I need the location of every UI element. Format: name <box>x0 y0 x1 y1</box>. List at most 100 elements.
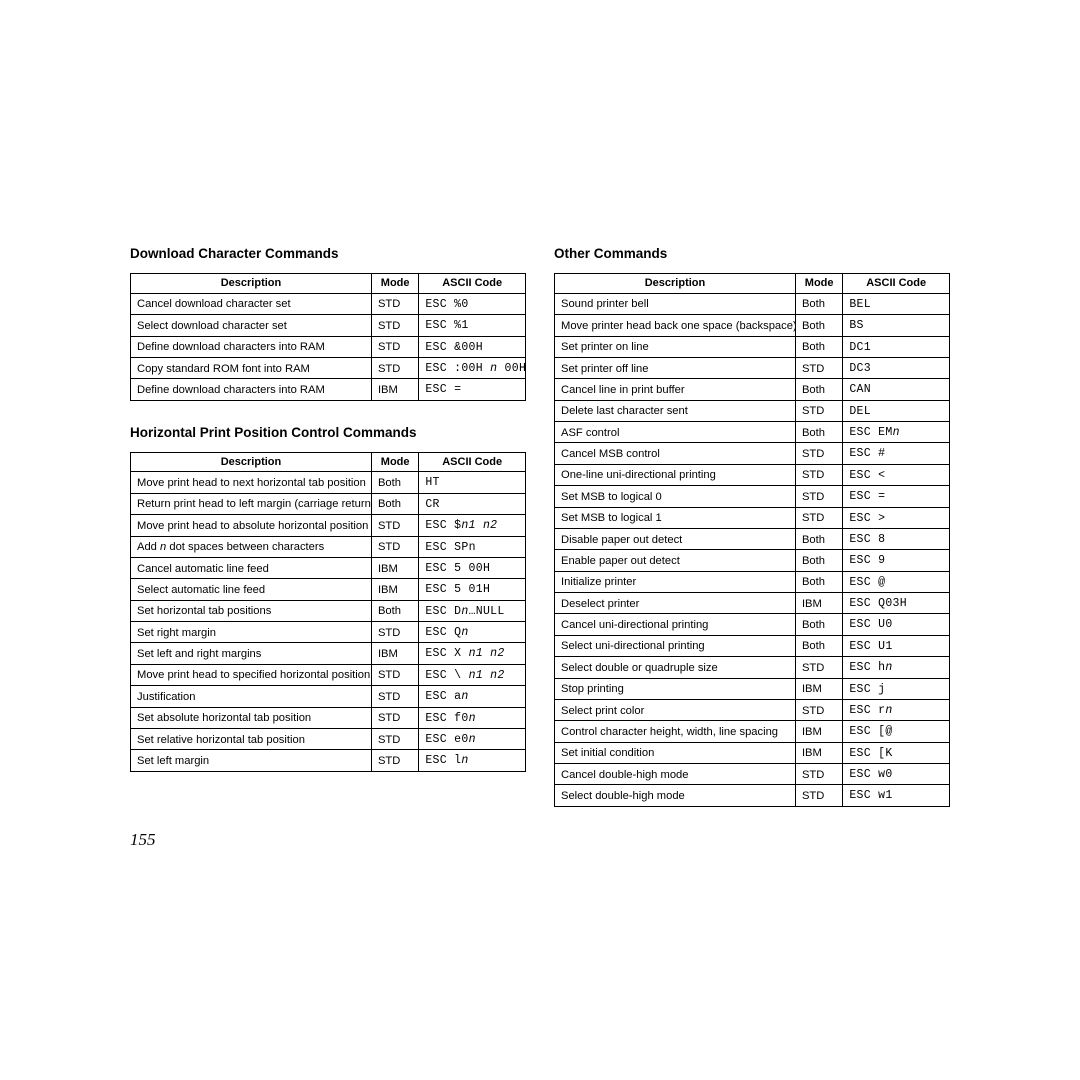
cell-mode: STD <box>371 357 418 378</box>
cell-description: Set absolute horizontal tab position <box>131 707 372 728</box>
table-row: Move printer head back one space (backsp… <box>555 315 950 336</box>
cell-description: Control character height, width, line sp… <box>555 721 796 742</box>
cell-ascii-code: CAN <box>843 379 950 400</box>
section-title: Other Commands <box>554 246 950 261</box>
cell-mode: IBM <box>795 678 842 699</box>
cell-ascii-code: ESC rn <box>843 699 950 720</box>
cell-mode: STD <box>795 357 842 378</box>
column-header: Description <box>131 452 372 472</box>
cell-mode: Both <box>371 600 418 621</box>
table-row: Cancel double-high modeSTDESC w0 <box>555 764 950 785</box>
cell-description: Copy standard ROM font into RAM <box>131 357 372 378</box>
table-row: Define download characters into RAMSTDES… <box>131 336 526 357</box>
cell-description: Move print head to specified horizontal … <box>131 664 372 685</box>
table-row: Deselect printerIBMESC Q03H <box>555 593 950 614</box>
cell-description: Justification <box>131 686 372 707</box>
cell-description: Deselect printer <box>555 593 796 614</box>
table-row: Cancel automatic line feedIBMESC 5 00H <box>131 557 526 578</box>
cell-ascii-code: ESC 5 01H <box>419 579 526 600</box>
cell-mode: IBM <box>795 721 842 742</box>
table-row: Return print head to left margin (carria… <box>131 493 526 514</box>
cell-ascii-code: ESC e0n <box>419 728 526 749</box>
cell-mode: STD <box>371 336 418 357</box>
cell-mode: STD <box>371 750 418 771</box>
cell-description: Set printer on line <box>555 336 796 357</box>
column-header: ASCII Code <box>419 452 526 472</box>
cell-mode: Both <box>371 493 418 514</box>
cell-ascii-code: HT <box>419 472 526 493</box>
cell-mode: STD <box>795 486 842 507</box>
command-table: DescriptionModeASCII CodeMove print head… <box>130 452 526 772</box>
cell-description: Cancel MSB control <box>555 443 796 464</box>
cell-ascii-code: ESC = <box>843 486 950 507</box>
cell-mode: STD <box>795 464 842 485</box>
cell-description: Cancel automatic line feed <box>131 557 372 578</box>
cell-ascii-code: ESC U1 <box>843 635 950 656</box>
cell-mode: Both <box>795 293 842 314</box>
table-row: One-line uni-directional printingSTDESC … <box>555 464 950 485</box>
page-number: 155 <box>130 830 156 850</box>
cell-ascii-code: ESC < <box>843 464 950 485</box>
two-column-layout: Download Character CommandsDescriptionMo… <box>0 0 1080 807</box>
cell-ascii-code: DC3 <box>843 357 950 378</box>
cell-description: Cancel uni-directional printing <box>555 614 796 635</box>
table-row: Set MSB to logical 0STDESC = <box>555 486 950 507</box>
table-row: Select double-high modeSTDESC w1 <box>555 785 950 806</box>
cell-description: Sound printer bell <box>555 293 796 314</box>
cell-ascii-code: CR <box>419 493 526 514</box>
cell-description: Enable paper out detect <box>555 550 796 571</box>
cell-mode: STD <box>371 728 418 749</box>
cell-mode: STD <box>371 515 418 536</box>
table-row: ASF controlBothESC EMn <box>555 422 950 443</box>
cell-ascii-code: ESC hn <box>843 657 950 678</box>
cell-description: Initialize printer <box>555 571 796 592</box>
table-row: Define download characters into RAMIBMES… <box>131 379 526 400</box>
column-header: Description <box>131 274 372 294</box>
cell-ascii-code: ESC w0 <box>843 764 950 785</box>
cell-ascii-code: ESC an <box>419 686 526 707</box>
cell-ascii-code: ESC f0n <box>419 707 526 728</box>
cell-description: Set left and right margins <box>131 643 372 664</box>
cell-mode: STD <box>795 657 842 678</box>
cell-description: Set right margin <box>131 622 372 643</box>
table-row: Initialize printerBothESC @ <box>555 571 950 592</box>
cell-description: Cancel download character set <box>131 293 372 314</box>
command-table: DescriptionModeASCII CodeSound printer b… <box>554 273 950 807</box>
cell-mode: STD <box>371 622 418 643</box>
cell-mode: STD <box>795 785 842 806</box>
column-header: Description <box>555 274 796 294</box>
table-row: Enable paper out detectBothESC 9 <box>555 550 950 571</box>
cell-mode: Both <box>795 571 842 592</box>
cell-description: Set left margin <box>131 750 372 771</box>
cell-mode: Both <box>795 336 842 357</box>
cell-description: Select download character set <box>131 315 372 336</box>
cell-mode: STD <box>795 400 842 421</box>
table-row: Select automatic line feedIBMESC 5 01H <box>131 579 526 600</box>
table-row: JustificationSTDESC an <box>131 686 526 707</box>
column-header: Mode <box>795 274 842 294</box>
cell-mode: IBM <box>371 579 418 600</box>
cell-ascii-code: ESC # <box>843 443 950 464</box>
cell-description: Return print head to left margin (carria… <box>131 493 372 514</box>
cell-ascii-code: ESC :00H n 00H <box>419 357 526 378</box>
cell-description: Set MSB to logical 1 <box>555 507 796 528</box>
cell-description: Select print color <box>555 699 796 720</box>
cell-mode: STD <box>795 443 842 464</box>
cell-description: Set MSB to logical 0 <box>555 486 796 507</box>
table-row: Add n dot spaces between charactersSTDES… <box>131 536 526 557</box>
table-row: Move print head to specified horizontal … <box>131 664 526 685</box>
cell-mode: Both <box>795 635 842 656</box>
cell-description: Delete last character sent <box>555 400 796 421</box>
cell-mode: Both <box>795 614 842 635</box>
table-row: Select uni-directional printingBothESC U… <box>555 635 950 656</box>
table-row: Sound printer bellBothBEL <box>555 293 950 314</box>
table-row: Delete last character sentSTDDEL <box>555 400 950 421</box>
table-row: Set absolute horizontal tab positionSTDE… <box>131 707 526 728</box>
cell-description: Cancel double-high mode <box>555 764 796 785</box>
cell-description: Move printer head back one space (backsp… <box>555 315 796 336</box>
table-row: Select double or quadruple sizeSTDESC hn <box>555 657 950 678</box>
table-row: Cancel uni-directional printingBothESC U… <box>555 614 950 635</box>
cell-description: One-line uni-directional printing <box>555 464 796 485</box>
table-row: Set printer on lineBothDC1 <box>555 336 950 357</box>
cell-mode: IBM <box>371 557 418 578</box>
